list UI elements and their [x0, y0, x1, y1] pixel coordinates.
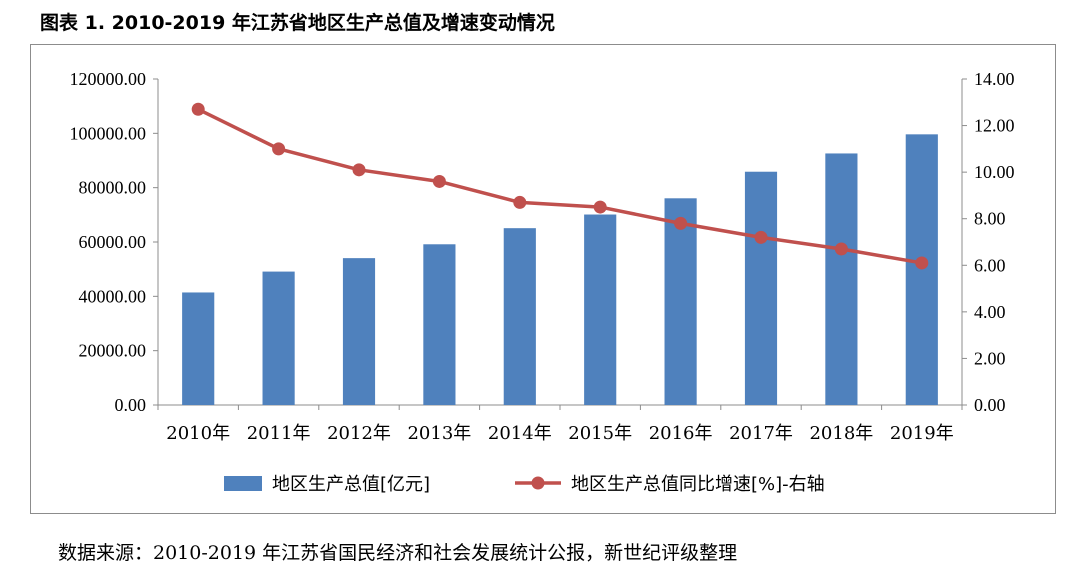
bar-2010年: [182, 292, 215, 405]
growth-point-2011年: [272, 142, 286, 156]
left-tick-label: 80000.00: [79, 178, 147, 198]
source-note: 数据来源：2010-2019 年江苏省国民经济和社会发展统计公报，新世纪评级整理: [58, 542, 738, 564]
right-tick-label: 6.00: [974, 255, 1006, 275]
bar-2014年: [503, 228, 536, 405]
right-tick-label: 12.00: [974, 116, 1015, 136]
right-tick-label: 14.00: [974, 69, 1015, 89]
right-axis-ticks: 0.00 2.00 4.00 6.00 8.00 10.00 12.00 14.00: [962, 69, 1015, 415]
combo-bar-line-chart: 0.00 20000.00 40000.00 60000.00 80000.00 1000…: [70, 69, 1015, 495]
bar-2012年: [342, 258, 376, 405]
category-label: 2014年: [488, 423, 552, 444]
category-label: 2016年: [649, 423, 713, 444]
bar-2011年: [262, 271, 295, 405]
left-tick-label: 40000.00: [79, 286, 147, 306]
chart-frame: 0.00 20000.00 40000.00 60000.00 80000.00 1000…: [30, 44, 1056, 514]
legend: 地区生产总值[亿元] 地区生产总值同比增速[%]-右轴: [224, 474, 825, 495]
category-label: 2011年: [247, 423, 311, 444]
line-series: [191, 102, 929, 270]
growth-point-2016年: [674, 216, 688, 230]
figure-title: 图表 1. 2010-2019 年江苏省地区生产总值及增速变动情况: [40, 12, 555, 34]
left-tick-label: 120000.00: [70, 69, 147, 89]
left-tick-label: 20000.00: [79, 341, 147, 361]
category-labels: 2010年 2011年 2012年 2013年 2014年 2015年 2016年 2017年…: [166, 423, 953, 444]
category-label: 2012年: [327, 423, 391, 444]
category-label: 2015年: [568, 423, 632, 444]
growth-point-2010年: [191, 102, 205, 116]
right-tick-label: 2.00: [974, 348, 1006, 368]
growth-point-2015年: [593, 200, 607, 214]
growth-point-2017年: [754, 230, 768, 244]
growth-point-2012年: [352, 163, 366, 177]
left-axis-ticks: 0.00 20000.00 40000.00 60000.00 80000.00 1000…: [70, 69, 158, 415]
growth-point-2019年: [915, 256, 929, 270]
right-tick-label: 8.00: [974, 209, 1006, 229]
bar-2015年: [584, 214, 617, 405]
bar-2018年: [825, 153, 858, 405]
bar-2013年: [423, 244, 456, 405]
category-label: 2010年: [166, 423, 230, 444]
legend-line-marker: [531, 476, 545, 490]
left-tick-label: 60000.00: [79, 232, 147, 252]
bar-2019年: [905, 134, 938, 405]
category-label: 2017年: [729, 423, 793, 444]
right-tick-label: 0.00: [974, 395, 1006, 415]
right-tick-label: 4.00: [974, 302, 1006, 322]
bar-series: [182, 134, 938, 405]
legend-line-label: 地区生产总值同比增速[%]-右轴: [571, 474, 825, 495]
legend-bar-swatch: [224, 476, 262, 491]
category-label: 2019年: [890, 423, 954, 444]
bar-2017年: [744, 171, 778, 405]
bar-2016年: [664, 198, 697, 405]
growth-point-2013年: [432, 174, 446, 188]
right-tick-label: 10.00: [974, 162, 1015, 182]
left-tick-label: 100000.00: [70, 123, 147, 143]
growth-line: [197, 107, 923, 265]
category-label: 2013年: [407, 423, 471, 444]
growth-point-2014年: [513, 195, 527, 209]
growth-point-2018年: [834, 242, 848, 256]
left-tick-label: 0.00: [115, 395, 147, 415]
category-label: 2018年: [809, 423, 873, 444]
legend-bar-label: 地区生产总值[亿元]: [272, 474, 430, 495]
